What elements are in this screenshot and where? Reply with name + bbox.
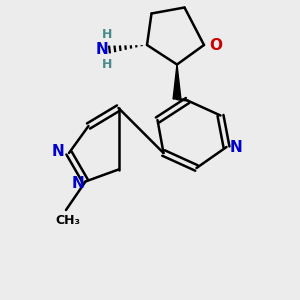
- Text: N: N: [95, 42, 108, 57]
- Text: N: N: [71, 176, 84, 190]
- Text: H: H: [102, 58, 112, 71]
- Text: N: N: [52, 144, 64, 159]
- Polygon shape: [173, 64, 181, 99]
- Text: CH₃: CH₃: [55, 214, 80, 227]
- Text: N: N: [230, 140, 243, 154]
- Text: H: H: [102, 28, 112, 41]
- Text: O: O: [209, 38, 222, 52]
